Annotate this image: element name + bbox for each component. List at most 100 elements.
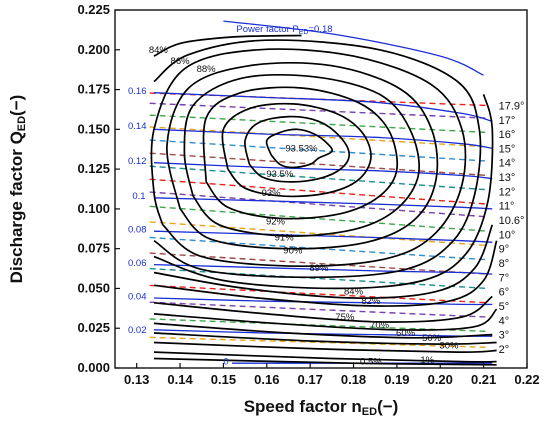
efficiency-contour-92-3: [202, 86, 399, 220]
efficiency-label-30-16: 30%: [439, 341, 459, 352]
guide-vane-line-5: [149, 284, 489, 304]
power-label-0-1: 0.1: [132, 191, 145, 202]
x-tick-label-0-17: 0.17: [298, 372, 323, 387]
guide-vane-label-6: 6°: [499, 287, 510, 299]
efficiency-contour-75-12: [153, 295, 493, 323]
y-axis-title: Discharge factor QED(−): [7, 95, 28, 284]
guide-vane-line-2: [149, 336, 488, 349]
power-line-power-factor-p-0-18: [223, 20, 484, 76]
efficiency-contour-84-9: [153, 34, 302, 57]
guide-vane-line-6: [149, 267, 489, 290]
efficiency-contour-84-10: [153, 224, 494, 299]
efficiency-contour-86-8: [153, 94, 494, 290]
efficiency-contour-30-16: [153, 341, 497, 353]
axis-ticks: 0.13 0.14 0.15 0.16 0.17 0.18 0.19 0.20 0.21 0.22…: [77, 2, 539, 387]
efficiency-label-92-3: 92%: [266, 217, 286, 228]
plot-frame: [114, 9, 528, 369]
guide-vane-label-12: 12°: [499, 186, 516, 198]
power-label-0-04: 0.04: [128, 291, 147, 302]
power-label-0-14: 0.14: [128, 121, 147, 132]
y-tick-label-0-150: 0.150: [77, 121, 110, 136]
x-axis-title: Speed factor nED(−): [244, 397, 399, 418]
y-tick-label-0-100: 0.100: [77, 201, 110, 216]
guide-vane-label-5: 5°: [499, 301, 510, 313]
x-axis-title-sub: ED: [362, 406, 377, 418]
efficiency-contour-90-5: [166, 61, 439, 250]
efficiency-contour-88-7: [153, 39, 482, 279]
y-tick-label-0-075: 0.075: [77, 241, 110, 256]
efficiency-contour-93-5-1: [244, 115, 351, 183]
efficiency-label-90-5: 90%: [283, 245, 303, 256]
y-tick-label-0-025: 0.025: [77, 320, 110, 335]
efficiency-contour-70-13: [153, 308, 498, 331]
efficiency-label-0-5-18: 0.5%: [360, 357, 382, 368]
x-tick-label-0-21: 0.21: [471, 372, 496, 387]
guide-vane-label-15: 15°: [499, 143, 516, 155]
efficiency-contour-82-11: [153, 240, 498, 307]
efficiency-contour-60-14: [153, 322, 493, 339]
line-labels: 17.9° 17° 16° 15° 14° 13° 12° 11° 10.6° 10° 9° 8° 7°…: [128, 24, 524, 368]
guide-vane-label-14: 14°: [499, 158, 516, 170]
efficiency-contour-93-53-0: [265, 128, 334, 169]
x-tick-label-0-14: 0.14: [167, 372, 193, 387]
efficiency-contours: [150, 34, 498, 366]
efficiency-label-50-15: 50%: [422, 333, 442, 344]
guide-vane-line-15: [149, 126, 489, 148]
power-label-0-08: 0.08: [128, 225, 147, 236]
guide-vane-label-17: 17°: [499, 115, 516, 127]
power-label-0-06: 0.06: [128, 258, 147, 269]
guide-vane-label-13: 13°: [499, 172, 516, 184]
power-label-0-02: 0.02: [128, 325, 147, 336]
guide-vane-label-7: 7°: [499, 272, 510, 284]
x-tick-label-0-15: 0.15: [211, 372, 236, 387]
guide-vane-label-4: 4°: [499, 315, 510, 327]
power-line-0-06: [153, 263, 493, 275]
y-tick-label-0-050: 0.050: [77, 280, 110, 295]
guide-vane-line-10: [149, 205, 489, 232]
y-tick-label-0-125: 0.125: [77, 161, 110, 176]
power-line-0-08: [153, 230, 493, 243]
guide-vane-label-17-9: 17.9°: [499, 100, 525, 112]
efficiency-contour-1-17: [153, 351, 497, 363]
efficiency-label-91-4: 91%: [275, 233, 295, 244]
guide-vane-line-17: [149, 102, 488, 119]
y-tick-label-0-175: 0.175: [77, 82, 110, 97]
y-tick-label-0-200: 0.200: [77, 42, 110, 57]
guide-vane-line-17-9: [149, 92, 488, 107]
efficiency-contour-89-6: [150, 48, 467, 268]
y-tick-label-0-000: 0.000: [77, 360, 110, 375]
x-tick-label-0-13: 0.13: [124, 372, 149, 387]
guide-vane-line-8: [149, 236, 489, 261]
guide-vane-label-8: 8°: [499, 258, 510, 270]
efficiency-label-93-53-0: 93.53%: [285, 143, 318, 154]
guide-vane-label-11: 11°: [499, 201, 515, 213]
guide-vane-line-7: [149, 252, 489, 275]
guide-vane-label-3: 3°: [499, 330, 510, 342]
efficiency-contour-0-5-18: [153, 357, 497, 366]
efficiency-label-84-9: 84%: [149, 45, 169, 56]
power-line-0-1: [153, 197, 493, 210]
y-axis-title-unit: (−): [7, 95, 26, 116]
x-tick-label-0-20: 0.20: [428, 372, 453, 387]
guide-vane-line-13: [149, 152, 489, 177]
efficiency-label-1-17: 1%: [420, 355, 434, 366]
guide-vane-line-12: [149, 165, 489, 191]
guide-vane-label-10-6: 10.6°: [499, 215, 525, 227]
efficiency-contour-91-4: [183, 73, 420, 237]
power-label-0: 0: [223, 357, 228, 368]
guide-vane-line-4: [149, 301, 488, 318]
efficiency-label-84-10: 84%: [344, 287, 364, 298]
guide-vane-label-9: 9°: [499, 244, 510, 256]
efficiency-label-86-8: 86%: [171, 56, 191, 67]
power-line-0-04: [153, 297, 493, 306]
guide-vane-line-14: [149, 139, 489, 162]
power-label-power-factor-p-0-18: Power factor PED=0.18: [236, 24, 332, 36]
efficiency-contour-50-15: [153, 332, 497, 345]
guide-vane-line-11: [149, 178, 489, 205]
y-axis-title-main: Discharge factor Q: [7, 131, 26, 283]
efficiency-contour-93-2: [221, 102, 372, 198]
x-tick-label-0-19: 0.19: [384, 372, 409, 387]
y-tick-label-0-225: 0.225: [77, 2, 110, 17]
x-tick-label-0-16: 0.16: [254, 372, 279, 387]
